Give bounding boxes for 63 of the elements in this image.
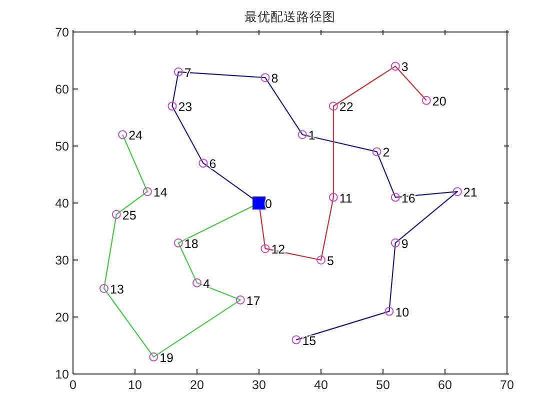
point xyxy=(149,352,158,362)
point xyxy=(168,102,177,111)
point xyxy=(298,130,307,140)
chart-title: 最优配送路径图 xyxy=(244,10,336,24)
y-tick-label: 10 xyxy=(55,368,70,382)
x-tick-label: 70 xyxy=(500,378,514,392)
annotation: 14 xyxy=(153,186,168,200)
annotation: 10 xyxy=(395,305,410,320)
annotation: 8 xyxy=(271,72,278,86)
point xyxy=(422,96,431,105)
annotation: 22 xyxy=(339,100,354,114)
annotation: 18 xyxy=(184,236,198,251)
x-tick-label: 60 xyxy=(438,378,452,392)
annotation: 24 xyxy=(128,128,143,143)
y-tick-label: 40 xyxy=(55,196,70,210)
annotation: 17 xyxy=(246,294,260,308)
annotation: 25 xyxy=(122,208,136,222)
annotation: 6 xyxy=(209,157,216,172)
point xyxy=(142,187,152,196)
annotation: 13 xyxy=(110,282,124,296)
point xyxy=(112,210,121,219)
point xyxy=(174,67,183,76)
point xyxy=(328,192,338,202)
annotation: 0 xyxy=(265,197,272,211)
annotation: 15 xyxy=(302,334,316,348)
x-tick-label: 0 xyxy=(70,378,77,392)
point xyxy=(260,244,270,254)
point xyxy=(100,284,108,293)
annotation: 5 xyxy=(327,254,334,268)
annotation: 9 xyxy=(401,236,408,251)
point xyxy=(192,278,202,288)
annotation: 11 xyxy=(339,191,352,206)
y-tick-label: 30 xyxy=(55,254,70,268)
point xyxy=(372,147,382,156)
annotation: 2 xyxy=(382,146,390,160)
annotation: 23 xyxy=(178,100,192,114)
annotation: 20 xyxy=(432,94,446,108)
point xyxy=(118,130,128,140)
point xyxy=(316,256,326,264)
annotation: 21 xyxy=(463,186,478,200)
point xyxy=(384,306,394,316)
point xyxy=(390,62,400,71)
point xyxy=(328,102,338,111)
y-tick-label: 50 xyxy=(55,140,70,154)
x-tick-label: 10 xyxy=(128,378,142,392)
y-tick-label: 70 xyxy=(55,26,70,40)
point xyxy=(198,158,208,168)
x-tick-label: 40 xyxy=(314,378,328,392)
x-tick-label: 50 xyxy=(376,378,390,392)
y-tick-label: 20 xyxy=(55,310,70,324)
point xyxy=(292,335,301,344)
annotation: 19 xyxy=(160,350,174,365)
point xyxy=(236,295,245,304)
x-tick-label: 30 xyxy=(252,378,266,392)
point xyxy=(390,192,400,202)
point xyxy=(260,73,270,82)
point xyxy=(390,238,400,248)
point xyxy=(174,238,183,248)
point xyxy=(452,187,462,196)
point xyxy=(252,196,266,210)
annotation: 3 xyxy=(401,60,408,74)
y-tick-label: 60 xyxy=(55,82,70,96)
x-tick-label: 20 xyxy=(190,378,204,392)
